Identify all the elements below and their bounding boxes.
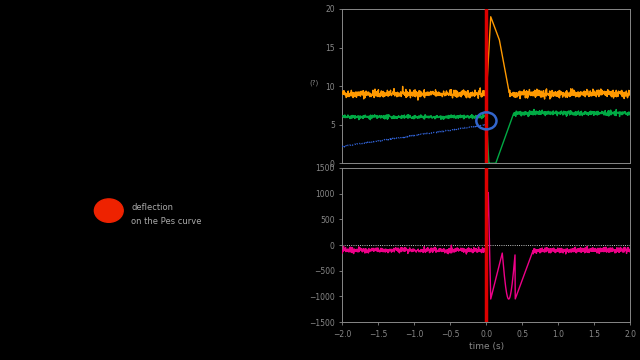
Text: on the Pes curve: on the Pes curve [131, 217, 202, 226]
Y-axis label: (?): (?) [309, 80, 319, 86]
Text: deflection: deflection [131, 202, 173, 211]
X-axis label: time (s): time (s) [469, 342, 504, 351]
Ellipse shape [95, 199, 124, 222]
